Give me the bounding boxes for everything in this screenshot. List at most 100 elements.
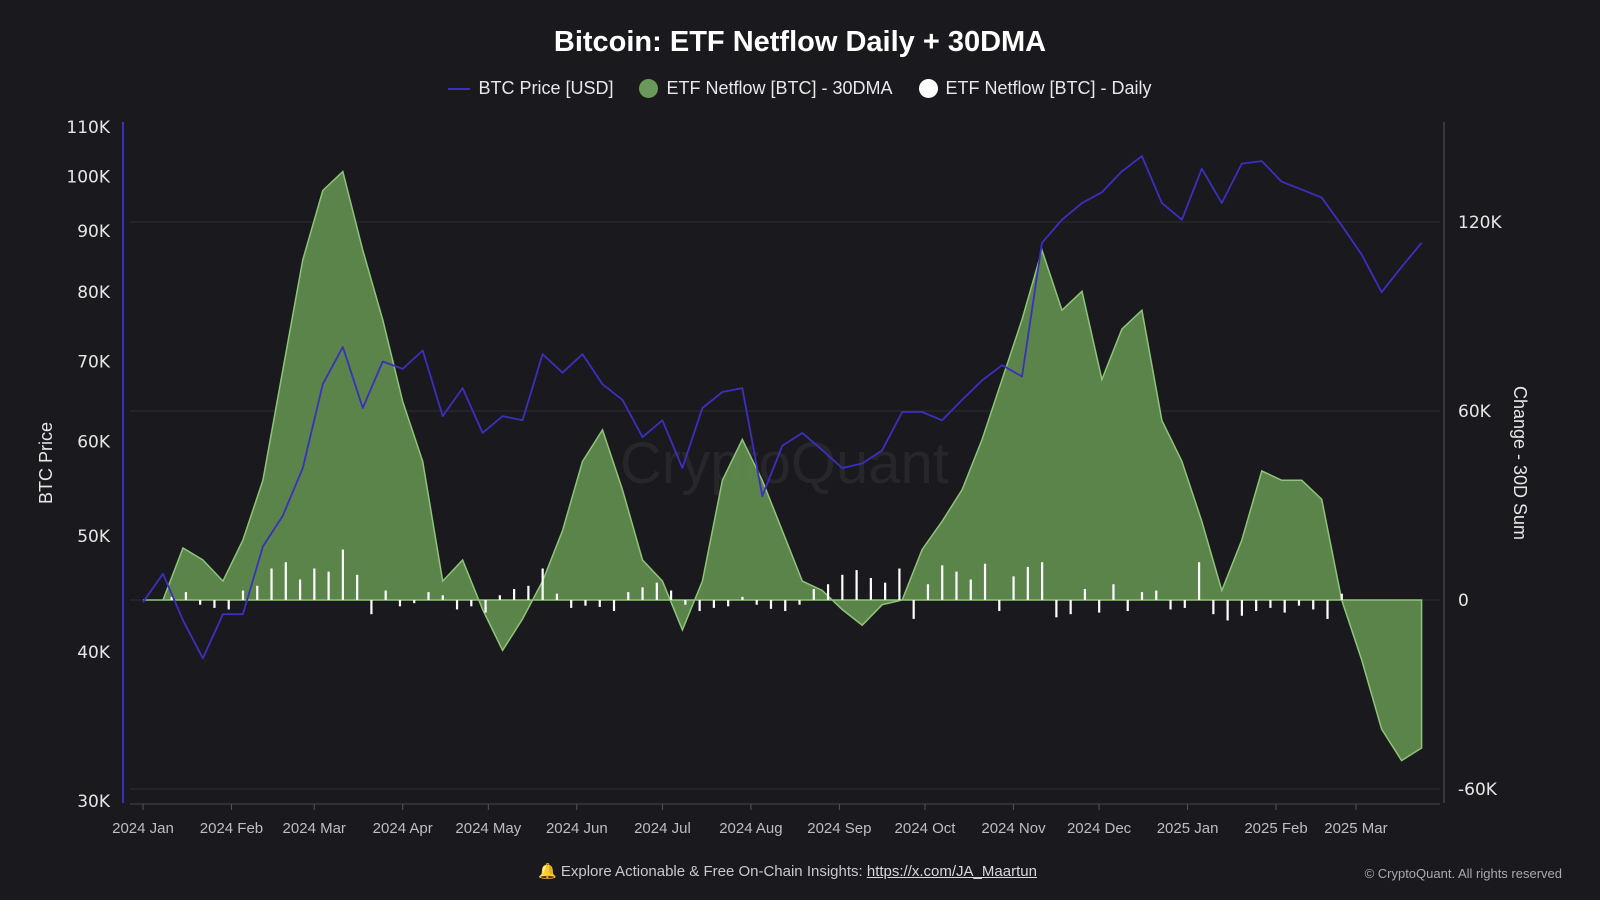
daily-netflow-bar — [1012, 576, 1015, 600]
daily-netflow-bar — [784, 600, 787, 612]
right-tick-label: 120K — [1458, 213, 1502, 233]
daily-netflow-bar — [184, 592, 188, 600]
daily-netflow-bar — [356, 574, 359, 600]
daily-netflow-bar — [926, 584, 930, 600]
x-tick-label: 2024 Nov — [981, 820, 1046, 837]
x-tick-label: 2025 Mar — [1324, 820, 1387, 837]
copyright: © CryptoQuant. All rights reserved — [1364, 866, 1562, 881]
legend-label: ETF Netflow [BTC] - 30DMA — [666, 78, 893, 98]
circle-marker-icon — [639, 79, 659, 98]
legend-item-btc-price[interactable]: BTC Price [USD] — [448, 78, 613, 99]
daily-netflow-bar — [1340, 593, 1343, 600]
daily-netflow-bar — [684, 600, 687, 605]
daily-netflow-bar — [955, 571, 958, 600]
daily-netflow-bar — [812, 588, 815, 600]
daily-netflow-bar — [855, 570, 858, 600]
left-tick-label: 100K — [66, 167, 110, 187]
daily-netflow-bar — [727, 600, 730, 607]
daily-netflow-bar — [655, 582, 658, 600]
left-tick-label: 90K — [77, 222, 111, 242]
daily-netflow-bar — [1326, 600, 1329, 619]
legend-item-netflow-daily[interactable]: ETF Netflow [BTC] - Daily — [918, 78, 1152, 99]
daily-netflow-bar — [841, 574, 844, 600]
legend-label: ETF Netflow [BTC] - Daily — [945, 78, 1152, 98]
watermark: CryptoQuant — [620, 431, 949, 496]
daily-netflow-bar — [884, 582, 887, 600]
daily-netflow-bar — [712, 600, 715, 608]
daily-netflow-bar — [241, 590, 245, 600]
left-tick-label: 40K — [77, 643, 111, 663]
daily-netflow-bar — [912, 600, 915, 619]
legend: BTC Price [USD] ETF Netflow [BTC] - 30DM… — [0, 78, 1600, 99]
x-tick-label: 2025 Feb — [1244, 820, 1307, 837]
daily-netflow-bar — [983, 563, 987, 600]
left-tick-label: 70K — [77, 352, 111, 372]
daily-netflow-bar — [427, 592, 430, 600]
footer-text: Explore Actionable & Free On-Chain Insig… — [560, 863, 863, 880]
daily-netflow-bar — [941, 565, 944, 600]
daily-netflow-bar — [370, 600, 373, 615]
left-tick-label: 60K — [77, 432, 111, 452]
right-tick-label: 0 — [1458, 591, 1469, 611]
circle-marker-icon — [918, 79, 938, 98]
daily-netflow-bar — [1226, 600, 1229, 621]
footer-link[interactable]: https://x.com/JA_Maartun — [866, 863, 1037, 880]
daily-netflow-bar — [969, 579, 972, 600]
daily-netflow-bar — [1297, 600, 1301, 606]
x-tick-label: 2024 Feb — [200, 820, 263, 837]
daily-netflow-bar — [998, 600, 1001, 612]
daily-netflow-bar — [1212, 600, 1215, 615]
daily-netflow-bar — [384, 590, 387, 600]
x-tick-label: 2024 Apr — [373, 820, 433, 837]
daily-netflow-bar — [1312, 600, 1315, 610]
btc-price-line — [142, 155, 1423, 660]
right-axis-label: Change - 30D Sum — [1510, 386, 1530, 540]
daily-netflow-bar — [227, 600, 230, 610]
daily-netflow-bar — [170, 596, 173, 600]
footer: 🔔 Explore Actionable & Free On-Chain Ins… — [538, 862, 1037, 880]
daily-netflow-bar — [627, 592, 630, 600]
daily-netflow-bar — [284, 562, 287, 600]
daily-netflow-bar — [1155, 590, 1158, 600]
right-tick-label: -60K — [1458, 780, 1498, 800]
daily-netflow-bar — [1098, 600, 1101, 613]
daily-netflow-bar — [455, 600, 459, 610]
x-tick-label: 2024 Jul — [634, 820, 691, 837]
daily-netflow-bar — [1283, 600, 1286, 613]
x-tick-label: 2024 Sep — [807, 820, 871, 837]
left-tick-label: 110K — [66, 118, 110, 138]
daily-netflow-bar — [541, 568, 544, 600]
daily-netflow-bar — [298, 579, 302, 600]
daily-netflow-bar — [741, 596, 744, 600]
daily-netflow-bar — [1169, 600, 1172, 610]
daily-netflow-bar — [898, 568, 901, 600]
daily-netflow-bar — [513, 588, 516, 600]
daily-netflow-bar — [1026, 566, 1029, 600]
daily-netflow-bar — [341, 549, 344, 600]
daily-netflow-bar — [570, 600, 573, 608]
legend-item-netflow-30dma[interactable]: ETF Netflow [BTC] - 30DMA — [639, 78, 893, 99]
x-tick-label: 2024 Jun — [546, 820, 608, 837]
daily-netflow-bar — [798, 600, 801, 605]
daily-netflow-bar — [313, 568, 316, 600]
daily-netflow-bar — [470, 600, 473, 607]
daily-netflow-bar — [669, 590, 673, 600]
daily-netflow-bar — [1240, 600, 1243, 616]
bell-icon: 🔔 — [538, 863, 557, 880]
daily-netflow-bar — [1083, 588, 1087, 600]
legend-label: BTC Price [USD] — [478, 78, 614, 98]
daily-netflow-bar — [755, 600, 758, 605]
left-tick-label: 30K — [77, 792, 111, 812]
daily-netflow-bar — [1069, 600, 1072, 615]
daily-netflow-bar — [769, 600, 773, 609]
daily-netflow-bar — [555, 593, 559, 600]
daily-netflow-bar — [698, 600, 701, 612]
x-tick-label: 2024 Mar — [283, 820, 346, 837]
daily-netflow-bar — [441, 595, 444, 600]
daily-netflow-bar — [256, 585, 259, 600]
daily-netflow-bar — [1255, 600, 1258, 612]
daily-netflow-bar — [498, 595, 501, 600]
daily-netflow-bar — [484, 600, 487, 613]
left-axis-label: BTC Price — [36, 422, 56, 504]
